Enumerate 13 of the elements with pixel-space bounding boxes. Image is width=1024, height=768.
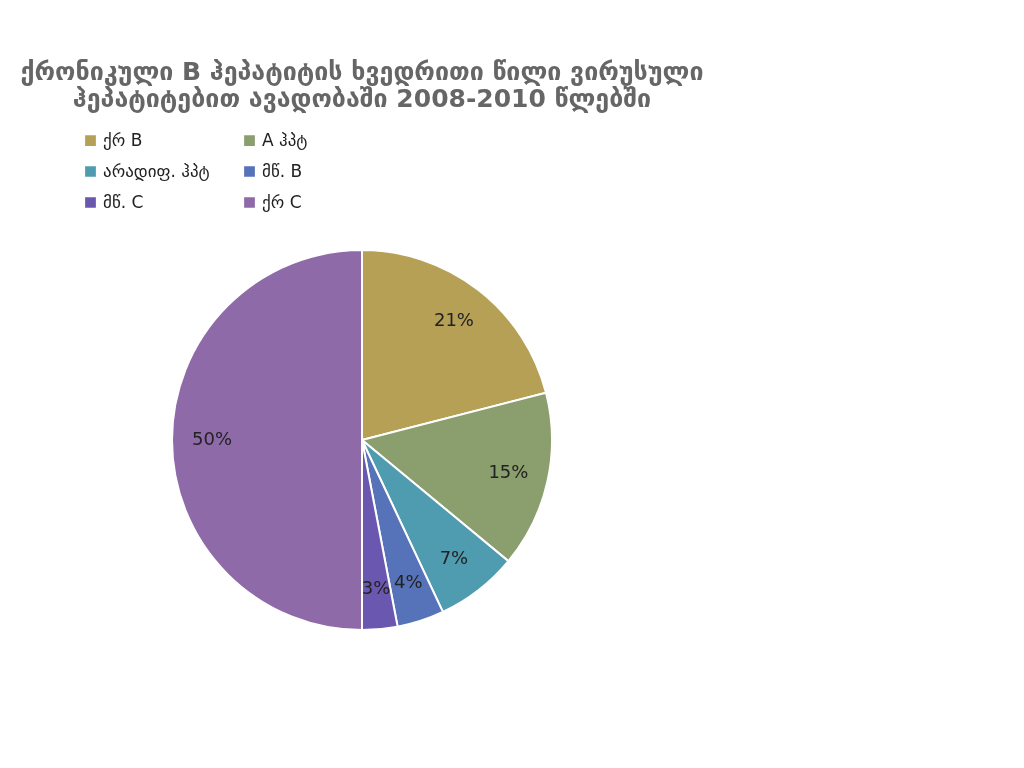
data-label: 21%: [433, 309, 474, 331]
data-label: 15%: [488, 460, 529, 482]
legend-label: მწ. B: [262, 160, 303, 181]
legend-label: არადიფ. ჰპტ: [103, 160, 210, 181]
legend-label: A ჰპტ: [262, 129, 308, 150]
legend-label: ქრ C: [262, 191, 302, 212]
data-label: 50%: [191, 428, 233, 449]
data-label: 3%: [361, 577, 391, 599]
data-label: 7%: [439, 546, 469, 568]
chart-title: ქრონიკული B ჰეპატიტის ხვედრითი წილი ვირუსული ჰეპატიტებით ავადობაში 2008-2010 წლებში: [20, 57, 704, 113]
legend-label: მწ. C: [103, 191, 144, 212]
legend-label: ქრ B: [103, 129, 143, 150]
data-label: 4%: [394, 570, 423, 592]
